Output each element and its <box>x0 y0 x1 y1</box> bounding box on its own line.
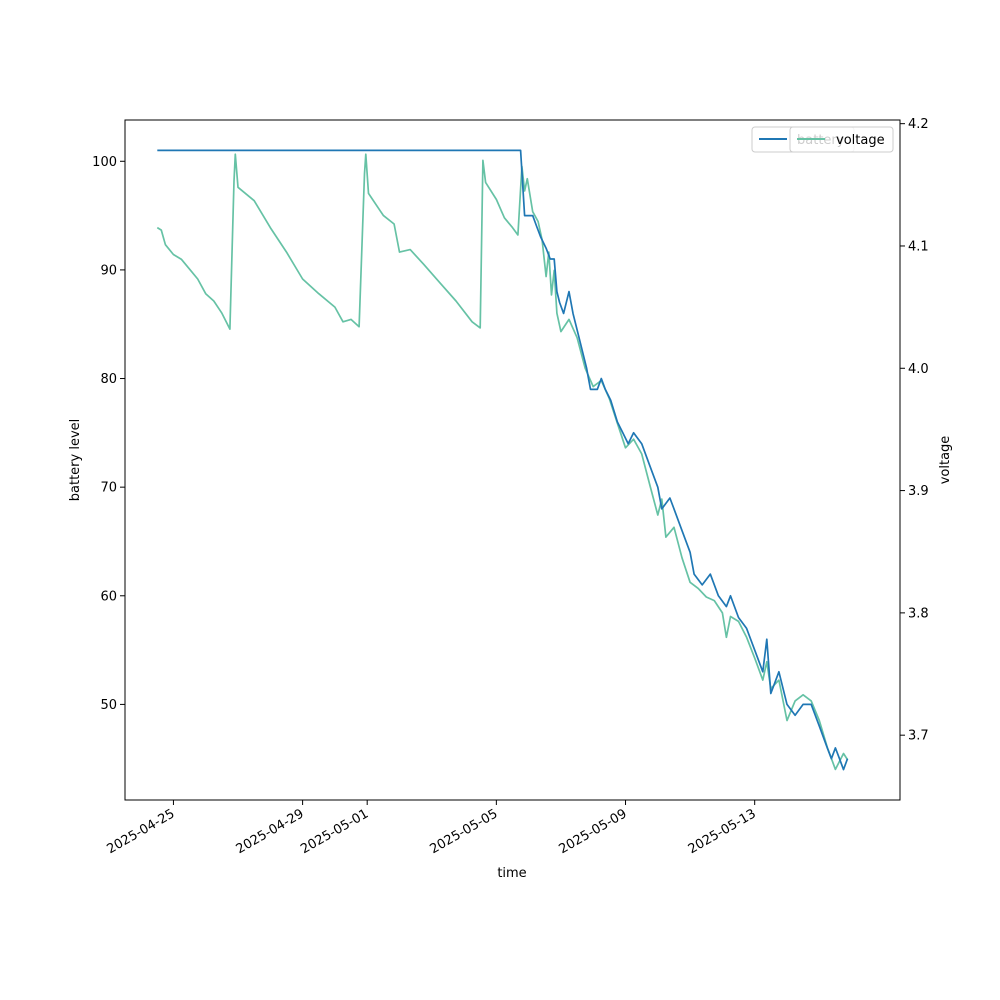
right-y-axis-ticks: 3.7 3.8 3.9 4.0 4.1 4.2 <box>900 117 929 744</box>
left-y-axis-ticks: 50 60 70 80 90 100 <box>92 155 125 713</box>
plot-frame <box>124 119 901 801</box>
x-tick-label: 2025-05-01 <box>298 806 371 857</box>
x-axis-title: time <box>497 866 526 881</box>
left-y-tick-label: 70 <box>100 481 117 496</box>
right-y-tick-label: 3.9 <box>908 484 929 499</box>
legend-voltage: voltage <box>789 126 894 153</box>
right-y-tick-label: 4.0 <box>908 362 929 377</box>
right-y-tick-label: 3.8 <box>908 606 929 621</box>
x-tick-label: 2025-05-09 <box>557 806 630 857</box>
series-line-battery <box>157 149 849 771</box>
legend-voltage-frame <box>789 126 894 153</box>
right-y-axis-title: voltage <box>938 436 953 485</box>
left-y-tick-label: 90 <box>100 263 117 278</box>
left-y-tick-label: 60 <box>100 589 117 604</box>
right-y-tick-label: 3.7 <box>908 729 929 744</box>
right-y-tick-label: 4.1 <box>908 239 929 254</box>
left-y-tick-label: 50 <box>100 698 117 713</box>
right-y-tick-label: 4.2 <box>908 117 929 132</box>
left-y-tick-label: 80 <box>100 372 117 387</box>
left-y-axis-title: battery level <box>68 419 83 502</box>
x-tick-label: 2025-05-05 <box>427 806 500 857</box>
x-tick-label: 2025-04-25 <box>104 806 177 857</box>
legend-voltage-label: voltage <box>836 133 885 148</box>
series-layer <box>156 149 849 771</box>
series-line-voltage <box>156 153 849 771</box>
left-y-tick-label: 100 <box>92 155 117 170</box>
x-tick-label: 2025-04-29 <box>234 806 307 857</box>
x-tick-label: 2025-05-13 <box>686 806 759 857</box>
plot-area <box>125 120 900 800</box>
